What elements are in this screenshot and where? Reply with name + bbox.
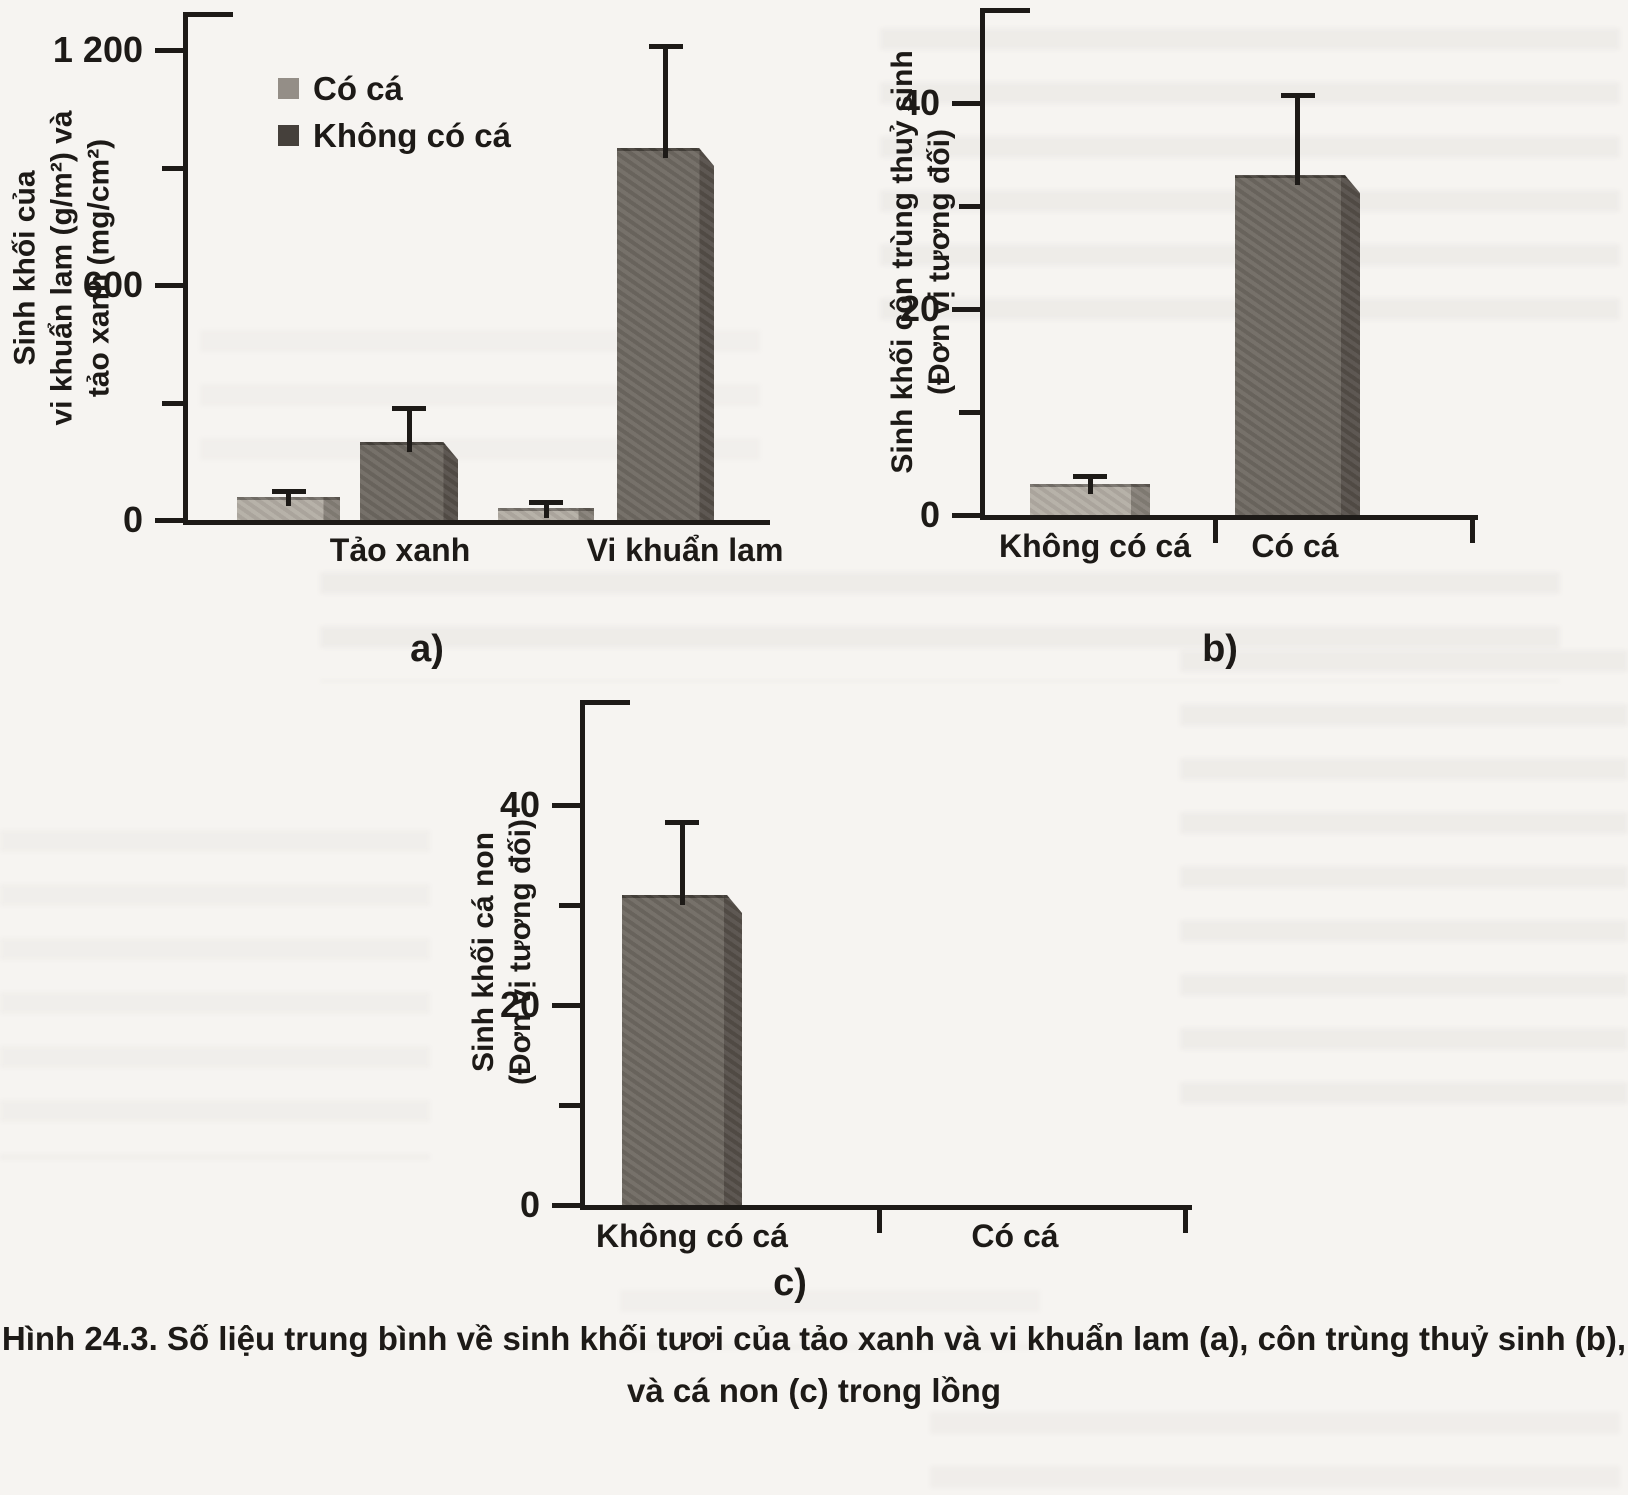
figure-caption-line-2: và cá non (c) trong lồng bbox=[626, 1372, 1001, 1409]
y-minor-tick bbox=[559, 903, 580, 908]
x-axis-line bbox=[183, 520, 770, 525]
x-axis-line bbox=[580, 1205, 1192, 1210]
y-axis-title-line: Sinh khối cá non bbox=[467, 831, 500, 1073]
x-category-label: Có cá bbox=[971, 1218, 1059, 1254]
bleed-through-artifact bbox=[1180, 650, 1628, 1130]
y-minor-tick bbox=[162, 165, 183, 171]
error-bar-cap bbox=[665, 820, 699, 825]
y-axis-title-line: (Đơn vị tương đối) bbox=[923, 129, 956, 396]
x-axis-tick bbox=[1213, 519, 1218, 543]
y-major-tick bbox=[155, 283, 183, 288]
y-axis-top-cap bbox=[183, 12, 233, 17]
y-minor-tick bbox=[959, 204, 980, 209]
y-tick-label: 20 bbox=[899, 288, 940, 329]
y-axis-title-line: (Đơn vị tương đối) bbox=[504, 818, 537, 1086]
x-axis-tick bbox=[877, 1209, 882, 1233]
y-tick-label: 0 bbox=[519, 1184, 540, 1225]
legend-swatch-light bbox=[278, 78, 299, 99]
error-bar-cap bbox=[648, 44, 683, 50]
error-bar-cap bbox=[1280, 92, 1315, 98]
y-axis-title: Sinh khối của vi khuẩn lam (g/m²) và tảo x… bbox=[7, 110, 118, 425]
y-axis-title: Sinh khối côn trùng thuỷ sinh (Đơn vị tươ… bbox=[884, 50, 958, 473]
x-axis-tick bbox=[1183, 1209, 1188, 1233]
panel-label: a) bbox=[410, 628, 444, 670]
y-major-tick bbox=[552, 803, 580, 808]
y-tick-label: 40 bbox=[499, 784, 540, 825]
panel-label: b) bbox=[1202, 628, 1238, 670]
legend-item-co-ca: Có cá bbox=[278, 72, 511, 105]
legend-label: Có cá bbox=[313, 70, 403, 107]
x-axis-tick bbox=[1470, 519, 1475, 543]
error-bar-cap bbox=[271, 489, 306, 495]
bleed-through-artifact bbox=[620, 1290, 1040, 1350]
legend-label: Không có cá bbox=[313, 117, 512, 154]
y-tick-label: 40 bbox=[899, 82, 940, 123]
x-category-label: Có cá bbox=[1251, 528, 1339, 564]
error-bar-stem bbox=[679, 820, 685, 905]
figure-caption-line-1: Hình 24.3. Số liệu trung bình về sinh kh… bbox=[1, 1320, 1627, 1357]
bar bbox=[1235, 175, 1360, 517]
y-axis-line bbox=[980, 8, 985, 518]
y-axis-top-cap bbox=[980, 8, 1030, 13]
x-axis-line bbox=[980, 515, 1478, 520]
y-axis-title-line: Sinh khối côn trùng thuỷ sinh bbox=[886, 50, 919, 474]
error-bar-cap bbox=[392, 406, 426, 412]
error-bar-stem bbox=[1087, 473, 1093, 495]
error-bar-stem bbox=[663, 44, 668, 158]
y-tick-label: 20 bbox=[499, 984, 540, 1025]
x-category-label: Vi khuẩn lam bbox=[586, 532, 784, 568]
legend-item-khong-co-ca: Không có cá bbox=[278, 119, 511, 152]
y-major-tick bbox=[552, 1203, 580, 1208]
y-major-tick bbox=[952, 101, 980, 106]
bar bbox=[617, 148, 714, 522]
error-bar-cap bbox=[529, 500, 563, 506]
y-minor-tick bbox=[162, 400, 183, 406]
y-tick-label: 0 bbox=[919, 494, 940, 535]
legend-swatch-dark bbox=[278, 125, 299, 146]
bleed-through-artifact bbox=[320, 572, 1560, 682]
error-bar-cap bbox=[1073, 473, 1107, 479]
bleed-through-artifact bbox=[930, 1412, 1620, 1492]
y-minor-tick bbox=[959, 410, 980, 415]
x-category-label: Không có cá bbox=[998, 528, 1191, 564]
y-axis-line bbox=[580, 700, 585, 1208]
error-bar-stem bbox=[406, 406, 412, 452]
y-axis-title-line: vi khuẩn lam (g/m²) và bbox=[45, 110, 79, 426]
y-major-tick bbox=[155, 48, 183, 53]
panel-label: c) bbox=[773, 1262, 807, 1304]
error-bar-stem bbox=[286, 489, 291, 507]
x-category-label: Không có cá bbox=[595, 1218, 788, 1254]
y-major-tick bbox=[552, 1003, 580, 1008]
x-category-label: Tảo xanh bbox=[329, 532, 471, 568]
bar bbox=[360, 442, 458, 522]
bar bbox=[622, 895, 742, 1207]
legend: Có cá Không có cá bbox=[278, 72, 511, 166]
bleed-through-artifact bbox=[0, 830, 430, 1160]
error-bar-stem bbox=[1295, 92, 1300, 186]
y-major-tick bbox=[155, 518, 183, 523]
y-axis-title: Sinh khối cá non (Đơn vị tương đối) bbox=[465, 819, 539, 1085]
error-bar-stem bbox=[543, 500, 549, 519]
y-tick-label: 1 200 bbox=[52, 29, 143, 70]
y-major-tick bbox=[952, 513, 980, 518]
y-major-tick bbox=[952, 307, 980, 312]
y-tick-label: 0 bbox=[122, 499, 143, 540]
y-axis-title-line: Sinh khối của bbox=[8, 170, 42, 366]
y-tick-label: 600 bbox=[82, 264, 143, 305]
y-axis-line bbox=[183, 12, 188, 523]
y-minor-tick bbox=[559, 1103, 580, 1108]
y-axis-top-cap bbox=[580, 700, 630, 705]
y-axis-title-line: tảo xanh (mg/cm²) bbox=[82, 138, 116, 398]
